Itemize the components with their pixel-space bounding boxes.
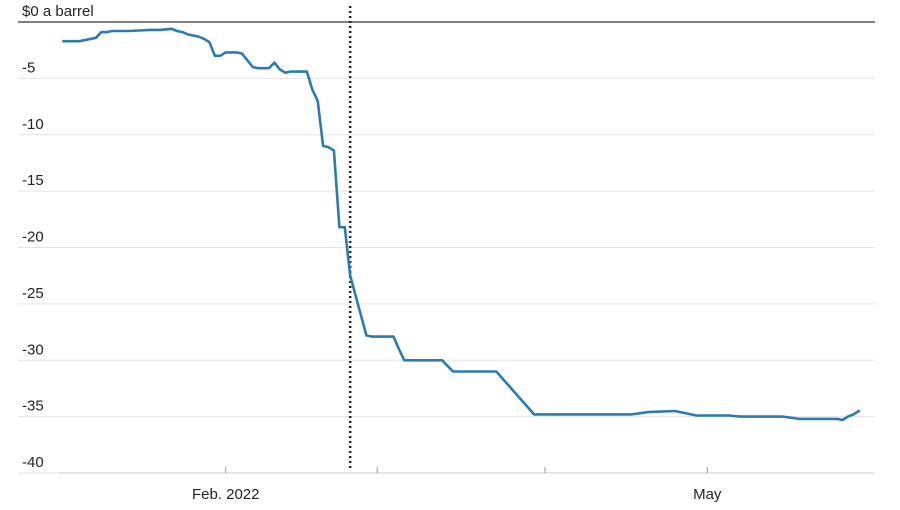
y-tick-label: -30 — [22, 341, 44, 358]
y-tick-label: -5 — [22, 59, 35, 76]
grid-layer — [18, 21, 875, 474]
x-tick-label: Feb. 2022 — [192, 486, 260, 503]
x-tick-label: May — [693, 486, 722, 503]
x-axis: Feb. 2022 May — [58, 467, 875, 503]
y-tick-label: -10 — [22, 116, 44, 133]
y-tick-label: -20 — [22, 229, 44, 246]
series-line-0 — [62, 27, 861, 422]
y-tick-label: -35 — [22, 398, 44, 415]
series-layer — [62, 27, 861, 422]
y-tick-label: -40 — [22, 454, 44, 471]
y-tick-label: -25 — [22, 285, 44, 302]
y-axis: $0 a barrel -5 -10 -15 -20 -25 -30 -35 -40 — [22, 3, 94, 471]
y-tick-label: -15 — [22, 172, 44, 189]
y-axis-unit-label: $0 a barrel — [22, 3, 94, 20]
